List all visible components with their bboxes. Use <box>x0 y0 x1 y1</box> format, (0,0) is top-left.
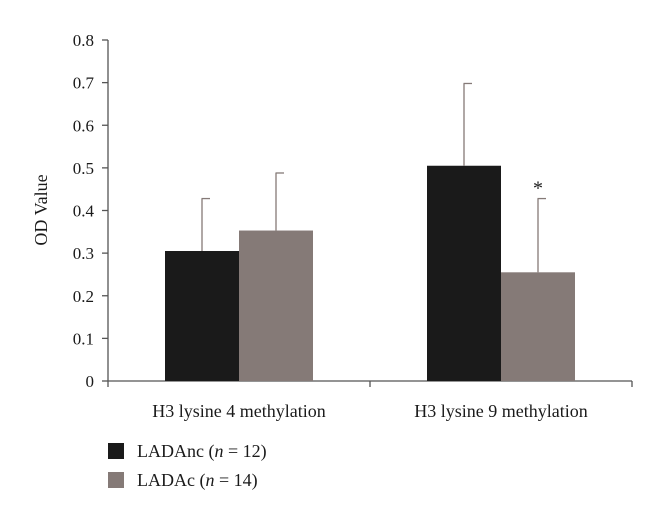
legend-n-symbol: n <box>205 470 214 490</box>
y-tick-label: 0.2 <box>73 287 94 306</box>
significance-marker: * <box>533 178 543 200</box>
y-tick-label: 0 <box>86 372 95 391</box>
legend-n-symbol: n <box>214 441 223 461</box>
bar-ladac-1 <box>501 272 575 381</box>
error-bars <box>201 82 546 273</box>
y-tick-label: 0.3 <box>73 244 94 263</box>
y-axis-title: OD Value <box>31 174 51 245</box>
y-tick-label: 0.5 <box>73 159 94 178</box>
x-axis: H3 lysine 4 methylation H3 lysine 9 methy… <box>107 380 633 421</box>
bars <box>165 165 575 381</box>
legend-n-value: = 12) <box>223 441 266 462</box>
legend-swatch-ladanc <box>108 443 124 459</box>
legend-series-name: LADAc ( <box>137 470 205 491</box>
bar-ladanc-0 <box>165 250 239 381</box>
y-axis: 0 0.1 0.2 0.3 0.4 0.5 0.6 0.7 0.8 <box>73 31 109 391</box>
y-tick-label: 0.7 <box>73 74 95 93</box>
y-tick-label: 0.8 <box>73 31 94 50</box>
legend-label-ladanc: LADAnc (n = 12) <box>137 441 267 462</box>
bar-ladanc-1 <box>427 165 501 381</box>
legend-n-value: = 14) <box>214 470 257 491</box>
bar-ladac-0 <box>239 230 313 381</box>
y-tick-label: 0.6 <box>73 116 94 135</box>
legend-label-ladac: LADAc (n = 14) <box>137 470 258 491</box>
x-category-label: H3 lysine 9 methylation <box>414 401 587 421</box>
legend-series-name: LADAnc ( <box>137 441 214 462</box>
y-tick-label: 0.4 <box>73 202 95 221</box>
legend: LADAnc (n = 12)LADAc (n = 14) <box>108 441 267 491</box>
annotations: * <box>533 178 543 200</box>
legend-swatch-ladac <box>108 472 124 488</box>
x-category-label: H3 lysine 4 methylation <box>152 401 325 421</box>
y-tick-label: 0.1 <box>73 329 94 348</box>
